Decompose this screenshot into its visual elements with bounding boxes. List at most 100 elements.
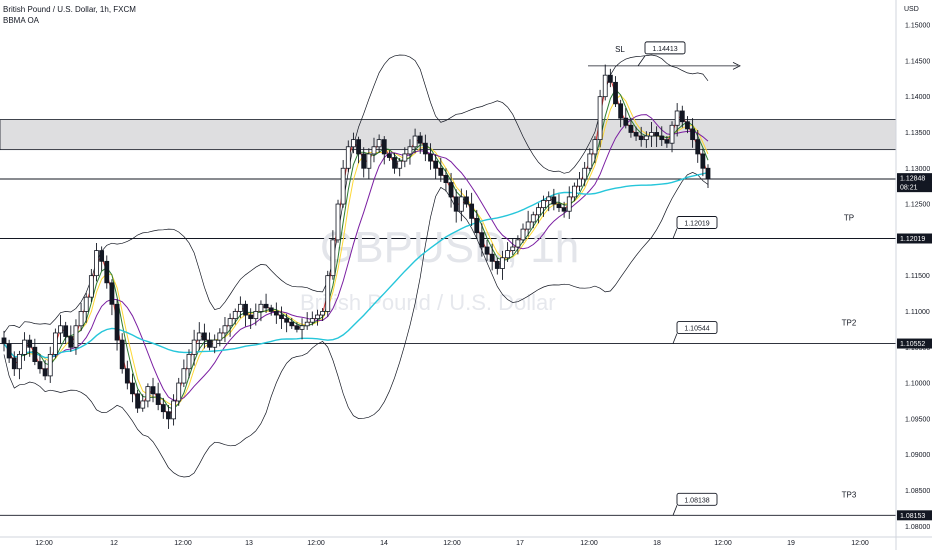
candle-body — [577, 178, 582, 187]
candle-body — [232, 311, 238, 320]
candle-body — [582, 167, 588, 180]
candle-body — [191, 339, 197, 355]
candle-body — [27, 339, 33, 348]
price-tick-label: 1.11500 — [905, 273, 930, 280]
price-tick-label: 1.13000 — [905, 166, 930, 173]
candle-body — [222, 325, 228, 334]
candle-body — [361, 153, 367, 169]
candle-body — [695, 139, 701, 155]
candle-body — [335, 203, 341, 241]
candle-body — [289, 321, 295, 327]
candle-body — [309, 318, 315, 323]
candle-body — [351, 139, 356, 148]
indicator-label[interactable]: BBMA OA — [3, 16, 40, 25]
symbol-title[interactable]: British Pound / U.S. Dollar, 1h, FXCM — [3, 5, 136, 14]
candle-body — [536, 207, 541, 216]
candle-body — [6, 343, 12, 359]
candle-body — [679, 110, 685, 123]
candle-body — [685, 121, 690, 130]
candle-body — [279, 314, 284, 320]
candle-body — [47, 354, 53, 377]
price-tag-text: 1.12019 — [900, 236, 925, 243]
resistance-zone — [0, 119, 897, 151]
candle-body — [587, 153, 593, 169]
candle-body — [104, 260, 110, 284]
candle-body — [407, 146, 413, 155]
candle-body — [571, 185, 577, 198]
candle-body — [381, 139, 387, 155]
price-tag-box — [897, 233, 932, 244]
ma-yellow-line — [3, 94, 709, 407]
candle-body — [11, 357, 17, 370]
candle-body — [58, 325, 63, 334]
candle-body — [202, 332, 207, 341]
price-tick-label: 1.14000 — [905, 94, 930, 101]
candle-body — [42, 368, 48, 377]
level-callout-box — [676, 321, 718, 334]
sl-callout-box — [644, 41, 686, 55]
candle-body — [114, 303, 120, 341]
candle-body — [566, 196, 572, 212]
candle-body — [253, 311, 259, 320]
candle-body — [643, 135, 649, 141]
candle-body — [474, 217, 480, 234]
candle-body — [392, 157, 397, 169]
candle-body — [433, 160, 439, 169]
candle-body — [366, 153, 372, 169]
candle-body — [52, 332, 58, 355]
time-tick-label: 12:00 — [35, 540, 53, 547]
candle-body — [613, 81, 618, 105]
candle-body — [489, 253, 495, 262]
candle-body — [1, 337, 7, 345]
currency-label: USD — [904, 6, 919, 13]
price-tick-label: 1.15000 — [905, 23, 930, 30]
ma-green-line — [3, 88, 709, 410]
candle-body — [181, 368, 187, 384]
candle-body — [561, 207, 567, 212]
candle-body — [268, 307, 274, 312]
time-tick-label: 12 — [110, 540, 118, 547]
price-tag-box — [897, 338, 932, 349]
candle-body — [78, 311, 84, 327]
price-tick-label: 1.08000 — [905, 524, 930, 531]
candle-body — [505, 250, 510, 259]
price-tick-label: 1.13500 — [905, 130, 930, 137]
callout-pointer — [672, 228, 678, 239]
candle-body — [597, 96, 603, 141]
candle-body — [212, 339, 218, 348]
level-callout-box — [676, 216, 718, 229]
candle-body — [263, 303, 269, 309]
candle-body — [94, 250, 99, 277]
price-tick-label: 1.10000 — [905, 381, 930, 388]
candle-body — [171, 400, 176, 420]
time-tick-label: 12:00 — [174, 540, 192, 547]
price-tag-box — [897, 510, 932, 521]
candle-body — [294, 325, 300, 330]
watermark-name: British Pound / U.S. Dollar — [300, 290, 556, 315]
stop-loss-label: SL — [615, 45, 625, 54]
price-tag-text: 1.12848 — [900, 176, 925, 183]
time-tick-label: 12:00 — [307, 540, 325, 547]
candle-body — [273, 311, 279, 316]
candle-body — [22, 339, 27, 355]
time-tick-label: 12:00 — [714, 540, 732, 547]
time-tick-label: 19 — [787, 540, 795, 547]
target-label: TP2 — [842, 319, 857, 328]
watermark: GBPUSD, 1h British Pound / U.S. Dollar — [300, 223, 579, 315]
candle-body — [417, 135, 423, 144]
candle-body — [166, 411, 171, 420]
candle-body — [150, 386, 156, 395]
candle-body — [659, 135, 665, 141]
price-tag-text: 1.08153 — [900, 513, 925, 520]
price-tick-label: 1.12500 — [905, 202, 930, 209]
candle-body — [422, 142, 428, 155]
candle-body — [654, 132, 660, 137]
candle-body — [484, 246, 490, 255]
candle-body — [160, 404, 166, 413]
candle-body — [186, 354, 192, 370]
time-tick-label: 13 — [245, 540, 253, 547]
price-tick-label: 1.09000 — [905, 452, 930, 459]
candle-body — [464, 196, 469, 205]
candle-body — [633, 132, 639, 137]
